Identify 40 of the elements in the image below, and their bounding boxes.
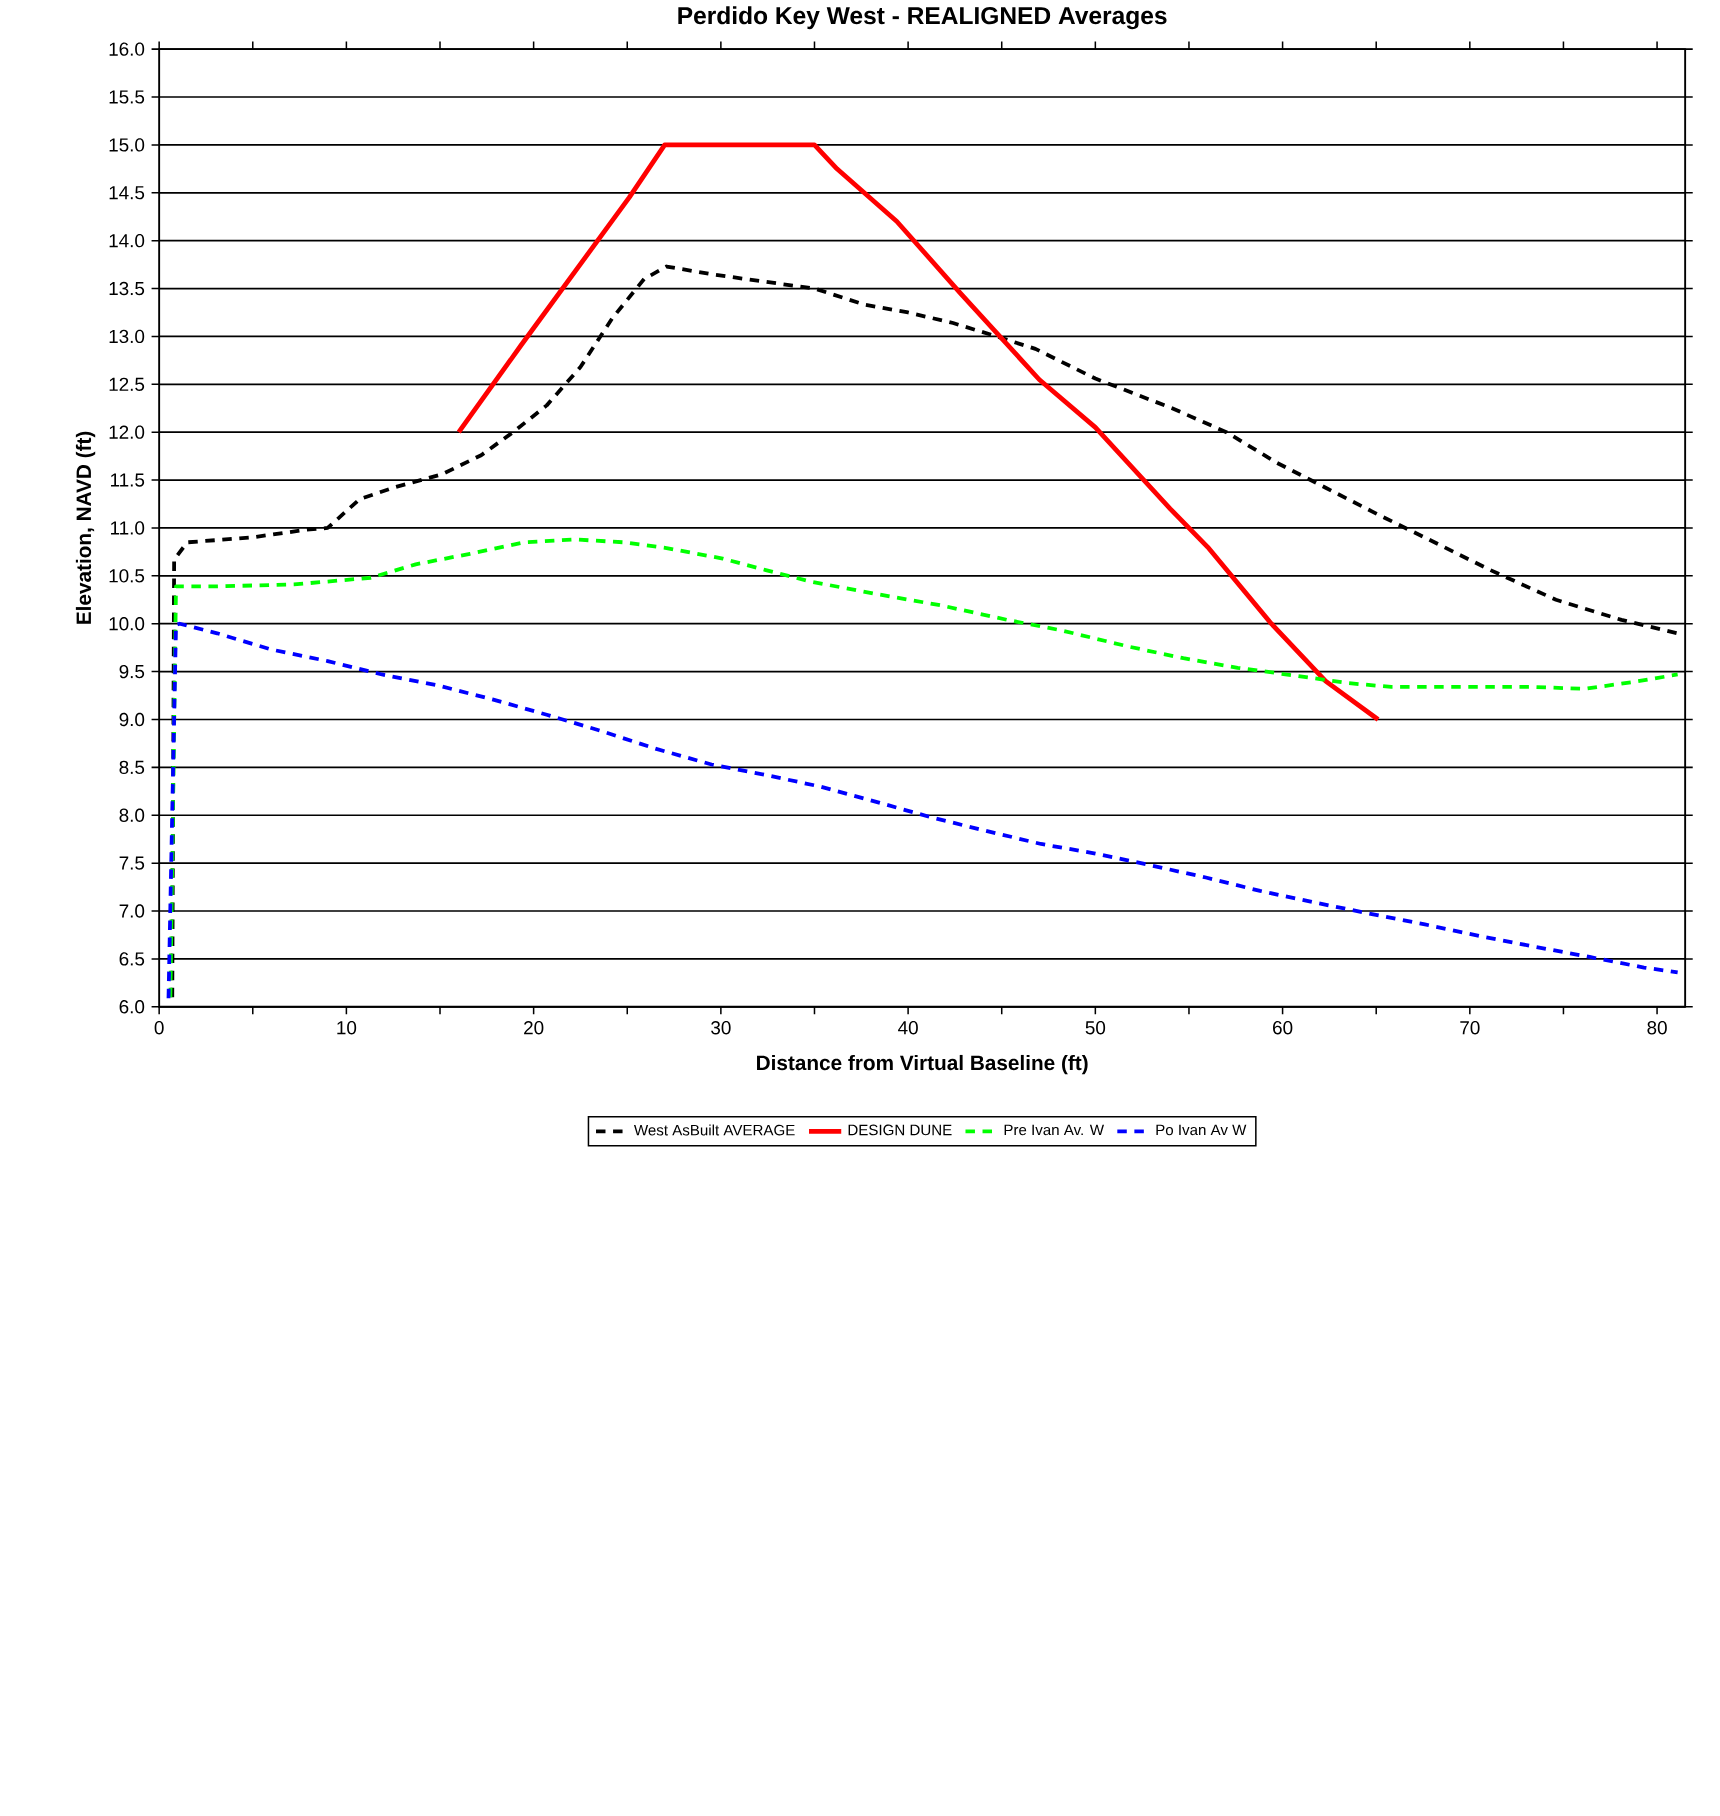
- y-tick-label: 11.0: [110, 521, 145, 535]
- y-tick-label: 6.5: [119, 952, 145, 966]
- x-tick-label: 80: [1647, 1021, 1667, 1035]
- y-axis-title: Elevation, NAVD (ft): [75, 431, 96, 624]
- y-tick-label: 11.5: [110, 473, 145, 487]
- y-tick-label: 9.0: [119, 712, 145, 727]
- y-tick-label: 13.0: [109, 329, 145, 344]
- y-tick-label: 13.5: [109, 281, 145, 296]
- y-tick-label: 14.5: [109, 186, 145, 200]
- y-tick-label: 12.5: [109, 377, 145, 391]
- x-tick-label: 40: [897, 1021, 918, 1035]
- y-tick-label: 15.0: [109, 138, 145, 152]
- x-tick-label: 10: [337, 1021, 357, 1035]
- x-tick-label: 0: [154, 1021, 164, 1035]
- y-tick-label: 7.0: [119, 904, 145, 918]
- x-tick-label: 20: [524, 1021, 544, 1035]
- legend-label: Pre Ivan Av. W: [1004, 1124, 1104, 1136]
- legend-label: West AsBuilt AVERAGE: [633, 1124, 795, 1136]
- x-tick-label: 60: [1272, 1021, 1293, 1035]
- x-tick-label: 70: [1460, 1021, 1480, 1035]
- y-tick-label: 9.5: [119, 664, 145, 679]
- y-tick-label: 8.5: [119, 760, 145, 775]
- x-tick-label: 30: [711, 1021, 731, 1035]
- y-tick-label: 7.5: [119, 856, 145, 870]
- x-tick-label: 50: [1085, 1021, 1106, 1035]
- line-series: [166, 621, 1680, 1001]
- y-tick-label: 16.0: [109, 42, 145, 56]
- chart-title: Perdido Key West - REALIGNED Averages: [678, 6, 1167, 30]
- y-tick-label: 6.0: [119, 1000, 145, 1014]
- legend-label: Po Ivan Av W: [1156, 1124, 1247, 1136]
- y-tick-label: 8.0: [119, 808, 145, 822]
- line-series: [456, 142, 1381, 722]
- y-tick-label: 12.0: [109, 425, 145, 439]
- y-tick-label: 10.5: [109, 569, 145, 583]
- y-tick-label: 15.5: [109, 90, 145, 104]
- y-tick-label: 10.0: [109, 617, 145, 631]
- x-axis-title: Distance from Virtual Baseline (ft): [756, 1054, 1088, 1075]
- y-tick-label: 14.0: [109, 233, 145, 248]
- line-series: [170, 264, 1680, 1000]
- legend-label: DESIGN DUNE: [848, 1124, 952, 1136]
